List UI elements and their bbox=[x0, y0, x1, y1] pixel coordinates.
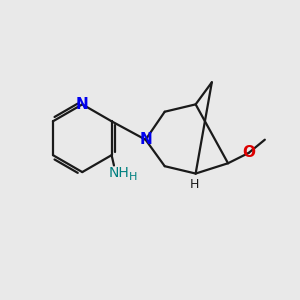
Text: H: H bbox=[190, 178, 199, 191]
Text: N: N bbox=[139, 132, 152, 147]
Text: O: O bbox=[242, 146, 255, 160]
Text: NH: NH bbox=[109, 167, 129, 180]
Text: N: N bbox=[76, 97, 89, 112]
Text: H: H bbox=[129, 172, 137, 182]
